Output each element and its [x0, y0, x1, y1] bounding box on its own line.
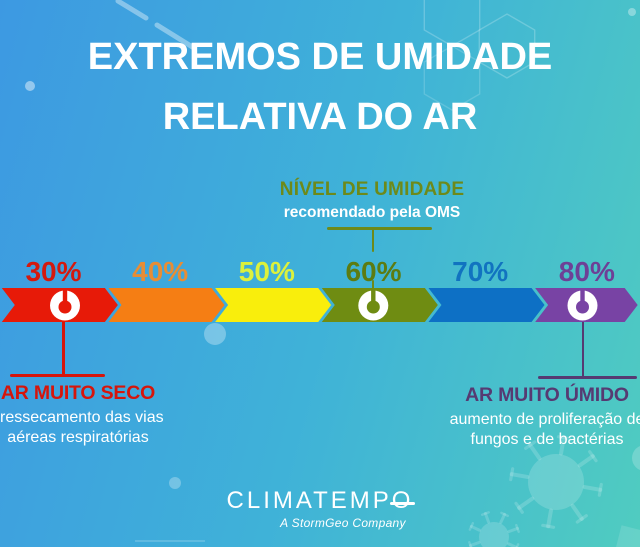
- hexagon-decoration: [423, 45, 481, 111]
- title-line1: EXTREMOS DE UMIDADE: [87, 36, 553, 78]
- hexagon-decoration: [423, 0, 481, 47]
- droplet-power-icon: [567, 290, 598, 321]
- scale-label-80%: 80%: [558, 256, 615, 287]
- virus-decoration: [509, 435, 603, 529]
- scale-label-40%: 40%: [132, 256, 189, 287]
- virus-decoration: [468, 511, 520, 547]
- scale-label-50%: 50%: [238, 256, 295, 287]
- oms-callout-subheading: recomendado pela OMS: [283, 204, 461, 221]
- scale-label-60%: 60%: [345, 256, 402, 287]
- scale-percentage-labels: 30% 40% 50% 60% 70% 80%: [0, 258, 640, 288]
- dry-connector-horizontal: [10, 374, 105, 377]
- oms-bracket-vertical: [371, 227, 375, 252]
- dry-callout-description: ressecamento das vias aéreas respiratóri…: [0, 408, 164, 447]
- dot-decoration: [204, 323, 226, 345]
- scale-segment-70%: [428, 288, 545, 322]
- humid-callout: AR MUITO ÚMIDO aumento de proliferação d…: [447, 385, 640, 449]
- humid-callout-heading: AR MUITO ÚMIDO: [465, 384, 629, 406]
- scale-segment-40%: [108, 288, 225, 322]
- oms-bracket-tip: [371, 280, 375, 289]
- scale-label-30%: 30%: [25, 256, 82, 287]
- logo-dash-decoration: [390, 502, 415, 505]
- droplet-power-icon: [358, 290, 389, 321]
- scale-label-70%: 70%: [452, 256, 509, 287]
- humid-connector-vertical: [581, 319, 585, 377]
- oms-callout: NÍVEL DE UMIDADE recomendado pela OMS: [226, 180, 518, 222]
- dot-decoration: [25, 81, 35, 91]
- logo-tagline: A StormGeo Company: [280, 516, 406, 530]
- dot-decoration: [169, 477, 181, 489]
- dry-callout: AR MUITO SECO ressecamento das vias aére…: [0, 382, 164, 447]
- oms-bracket-horizontal: [327, 227, 432, 230]
- droplet-power-icon: [50, 290, 80, 321]
- humidity-scale-bar: [1, 288, 638, 322]
- sparkle-line-decoration: [154, 22, 197, 51]
- dot-decoration: [632, 446, 640, 470]
- square-decoration: [615, 525, 640, 547]
- dry-callout-heading: AR MUITO SECO: [0, 382, 156, 404]
- climatempo-logo: CLIMATEMPO: [226, 487, 414, 514]
- dry-callout-line2: aéreas respiratórias: [7, 428, 149, 446]
- humid-callout-line2: fungos e de bactérias: [470, 430, 624, 448]
- oms-callout-heading: NÍVEL DE UMIDADE: [279, 179, 465, 200]
- scale-segment-50%: [215, 288, 332, 322]
- humid-callout-line1: aumento de proliferação de: [449, 411, 640, 428]
- page-title: EXTREMOS DE UMIDADE RELATIVA DO AR: [0, 27, 640, 147]
- hexagon-decoration: [478, 13, 536, 79]
- dry-callout-line1: ressecamento das vias: [0, 409, 164, 426]
- dot-decoration: [628, 8, 636, 16]
- humid-callout-description: aumento de proliferação de fungos e de b…: [447, 410, 640, 449]
- sparkle-line-decoration: [115, 0, 149, 21]
- dry-connector-vertical: [62, 318, 65, 375]
- humid-connector-horizontal: [538, 376, 637, 379]
- title-line2: RELATIVA DO AR: [162, 96, 478, 138]
